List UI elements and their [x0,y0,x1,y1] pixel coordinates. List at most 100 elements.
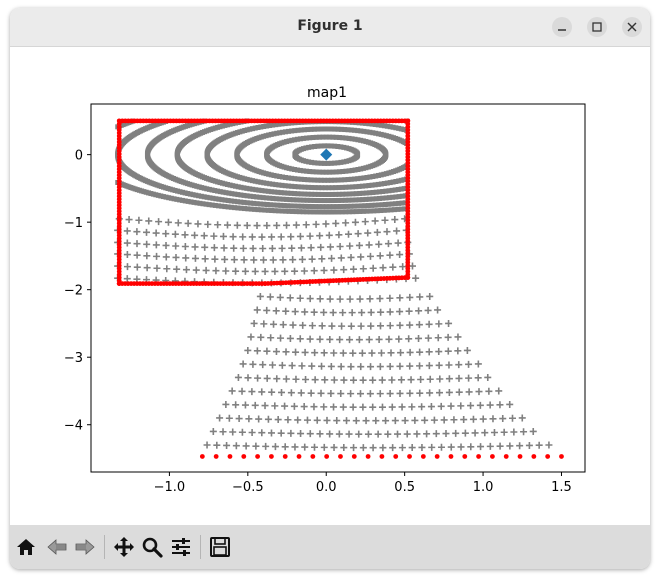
center-point [320,148,333,161]
ring-point [360,197,366,203]
plus-point [397,349,405,357]
boundary-point [324,454,330,459]
x-tick-label: −0.5 [232,480,264,495]
ring-point [290,208,296,214]
ring-point [387,180,393,186]
plus-point [296,294,304,302]
plus-point [239,233,247,241]
zoom-icon[interactable] [139,534,165,560]
plus-point [413,430,421,438]
ring-point [340,169,346,175]
ring-point [330,134,336,140]
plus-point [484,373,492,381]
pan-icon[interactable] [111,534,137,560]
plus-point [290,402,298,410]
plus-point [270,320,278,328]
plus-point [351,218,359,226]
ring-point [363,196,369,202]
plus-point [222,267,230,275]
plus-point [406,321,414,329]
close-icon[interactable] [622,17,642,37]
save-icon[interactable] [207,534,233,560]
ring-point [336,135,342,141]
plus-point [340,376,348,384]
ring-point [222,197,228,203]
plus-point [342,219,350,227]
ring-point [392,187,398,193]
plus-point [386,294,394,302]
ring-point [369,202,375,208]
plot-svg[interactable]: map1 −1.0 −0.5 0.0 0.5 1.0 1.5 0 −1 −2 −3 −4 [10,47,650,525]
plus-point [485,387,493,395]
ring-point [396,125,402,131]
plus-point [211,255,219,263]
plus-point [155,218,163,226]
plus-point [469,415,477,423]
plus-point [364,430,372,438]
plus-point [300,403,308,411]
ring-point [332,198,338,204]
ring-point [210,195,216,201]
plus-point [268,388,276,396]
configure-subplots-icon[interactable] [168,534,194,560]
ring-point [247,177,253,183]
plus-point [354,230,362,238]
ring-point [328,198,334,204]
plus-point [252,442,260,450]
ring-point [312,191,318,197]
ring-point [231,198,237,204]
home-icon[interactable] [13,534,39,560]
ring-point [244,200,250,206]
ring-point [336,191,342,197]
ring-point [329,209,335,215]
plus-point [320,443,328,451]
plus-point [474,360,482,368]
ring-point [271,202,277,208]
ring-point [242,206,248,212]
plus-point [481,429,489,437]
minimize-icon[interactable] [552,17,572,37]
ring-point [349,136,355,142]
ring-point [212,202,218,208]
plus-point [312,220,320,228]
ring-point [379,202,385,208]
maximize-icon[interactable] [587,17,607,37]
ring-point [335,126,341,132]
ring-point [213,196,219,202]
plus-point [259,244,267,252]
plus-point [288,244,296,252]
ring-point [230,183,236,189]
plus-point [398,403,406,411]
ring-point [306,159,312,165]
ring-point [235,205,241,211]
ring-point [280,129,286,135]
forward-icon[interactable] [72,534,98,560]
plus-point [133,251,141,259]
ring-point [315,126,321,132]
plus-point [378,403,386,411]
toolbar-separator [200,535,201,559]
ring-point [248,206,254,212]
ring-point [391,207,397,213]
plus-point [311,376,319,384]
ring-point [277,174,283,180]
save-glyph [210,537,230,557]
back-icon[interactable] [44,534,70,560]
plus-point [316,232,324,240]
plus-point [408,262,416,270]
plus-point [452,429,460,437]
forward-glyph [75,539,95,555]
ring-point [340,191,346,197]
ring-point [393,178,399,184]
plus-point [277,334,285,342]
ring-point [299,184,305,190]
ring-point [358,203,364,209]
figure-canvas[interactable]: map1 −1.0 −0.5 0.0 0.5 1.0 1.5 0 −1 −2 −3 −4 [10,47,650,525]
plus-point [359,444,367,452]
plus-point [296,335,304,343]
ring-point [334,204,340,210]
ring-point [242,176,248,182]
plus-point [286,294,294,302]
plus-point [322,220,330,228]
plus-point [212,267,220,275]
